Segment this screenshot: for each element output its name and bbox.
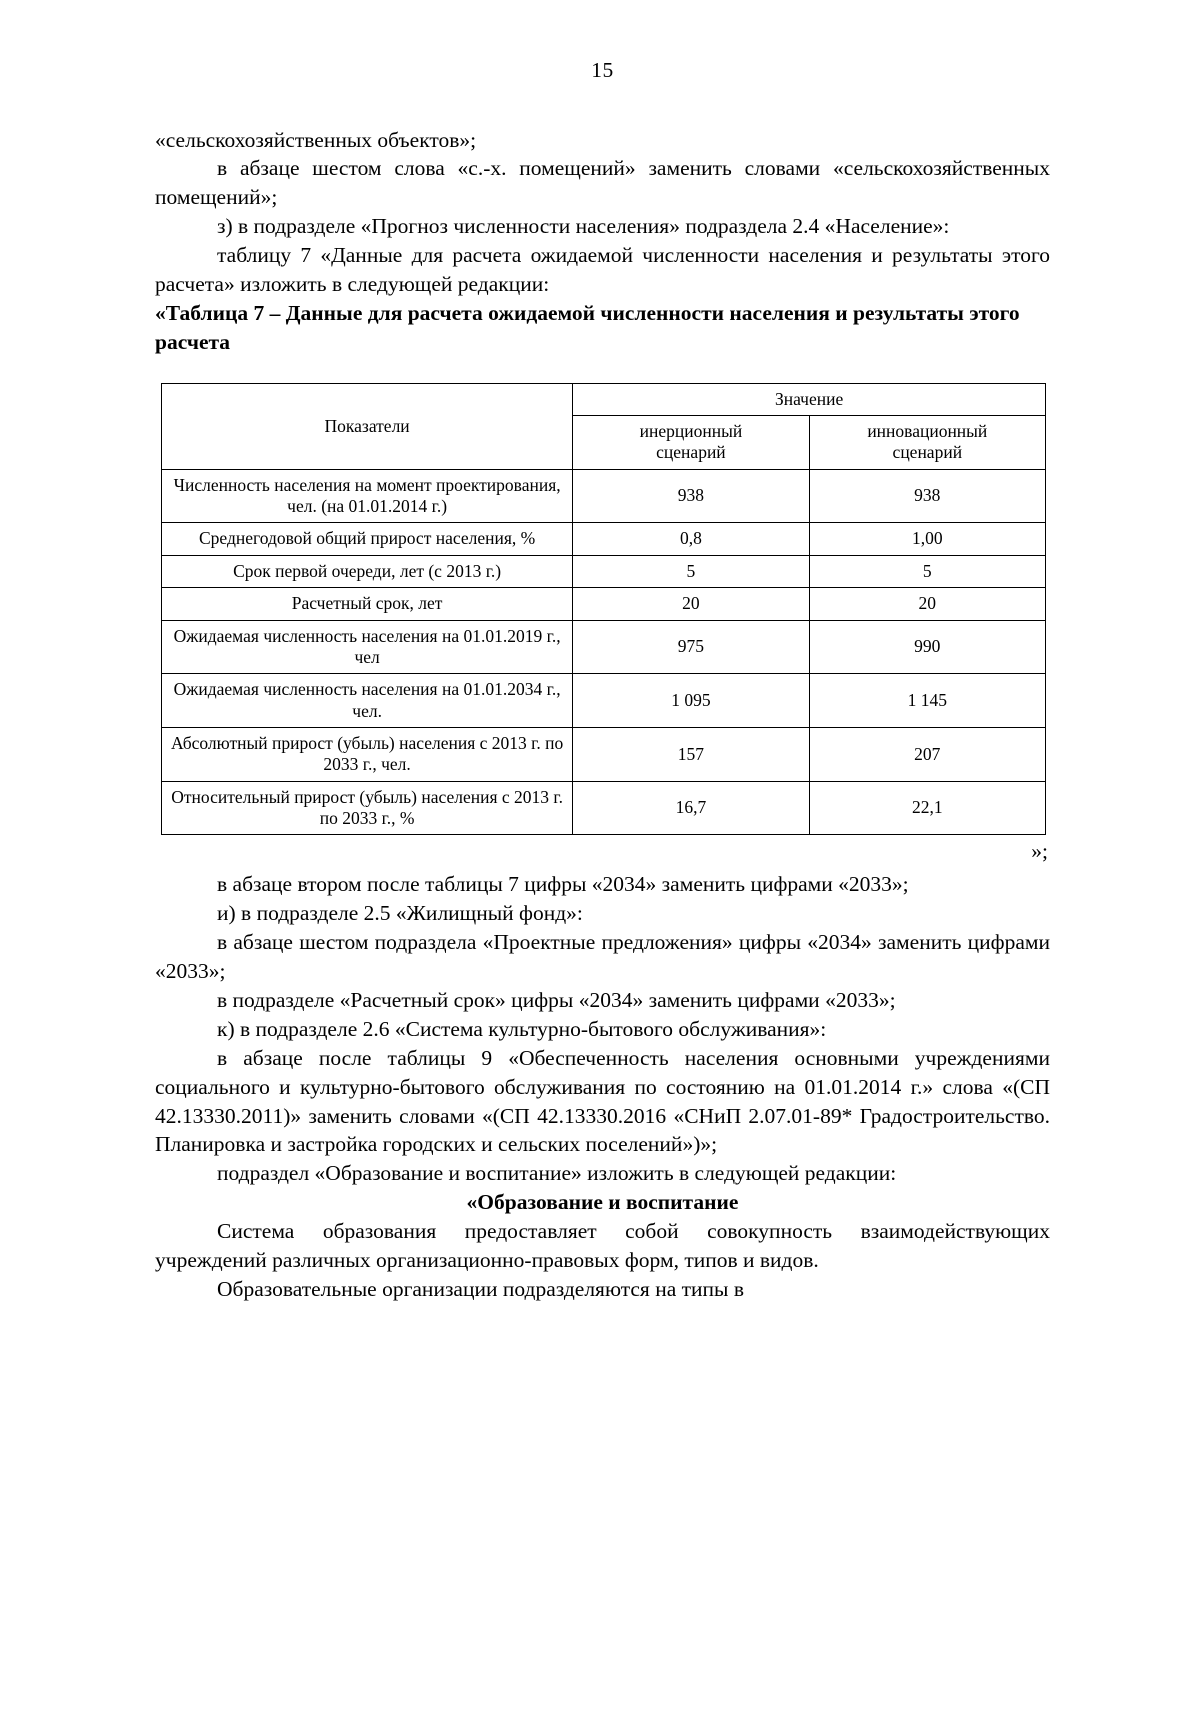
cell-inertial: 975 [572, 619, 810, 675]
section-heading-education: «Образование и воспитание [466, 1190, 739, 1215]
header-scenario-innovative: инновационный сценарий [808, 415, 1047, 470]
cell-innovative: 207 [808, 726, 1047, 782]
paragraph-after-3: в абзаце шестом подраздела «Проектные пр… [155, 930, 1050, 983]
paragraph-3: з) в подразделе «Прогноз численности нас… [217, 214, 950, 239]
header-scenario-inertial-line1: инерционный [639, 421, 743, 442]
header-scenario-inertial: инерционный сценарий [572, 415, 810, 470]
paragraph-tail-1: Система образования предоставляет собой … [155, 1219, 1050, 1273]
table-row: Расчетный срок, лет 20 20 [160, 587, 1047, 621]
header-scenario-innovative-line2: сценарий [892, 442, 963, 463]
cell-inertial: 938 [572, 468, 810, 524]
table-row: Срок первой очереди, лет (с 2013 г.) 5 5 [160, 554, 1047, 589]
header-indicator: Показатели [160, 382, 574, 470]
paragraph-4: таблицу 7 «Данные для расчета ожидаемой … [155, 243, 1050, 297]
cell-inertial: 1 095 [572, 673, 810, 728]
paragraph-tail-2: Образовательные организации подразделяют… [217, 1276, 744, 1301]
cell-innovative: 5 [808, 554, 1047, 589]
paragraph-1: «сельскохозяйственных объектов»; [155, 127, 477, 152]
cell-indicator: Абсолютный прирост (убыль) населения с 2… [160, 726, 574, 782]
table-row: Численность населения на момент проектир… [160, 468, 1047, 524]
cell-inertial: 0,8 [572, 522, 810, 556]
cell-innovative: 938 [808, 468, 1047, 524]
cell-indicator: Относительный прирост (убыль) населения … [160, 780, 574, 836]
cell-indicator: Ожидаемая численность населения на 01.01… [160, 619, 574, 675]
table-row: Среднегодовой общий прирост населения, %… [160, 522, 1047, 556]
header-value-group: Значение [572, 382, 1046, 417]
cell-indicator: Среднегодовой общий прирост населения, % [160, 522, 574, 556]
paragraph-after-4: в подразделе «Расчетный срок» цифры «203… [217, 987, 896, 1012]
population-forecast-table: Показатели Значение инерционный сценарий… [160, 382, 1047, 836]
paragraph-after-1: в абзаце втором после таблицы 7 цифры «2… [217, 872, 909, 897]
cell-inertial: 157 [572, 726, 810, 782]
table-row: Ожидаемая численность населения на 01.01… [160, 619, 1047, 675]
cell-indicator: Срок первой очереди, лет (с 2013 г.) [160, 554, 574, 589]
table-header-row-2: инерционный сценарий инновационный сцена… [162, 415, 1047, 470]
cell-innovative: 20 [808, 587, 1047, 621]
cell-indicator: Численность населения на момент проектир… [160, 468, 574, 524]
cell-inertial: 5 [572, 554, 810, 589]
header-scenario-innovative-line1: инновационный [867, 421, 988, 442]
cell-indicator: Расчетный срок, лет [160, 587, 574, 621]
table-7-container: Показатели Значение инерционный сценарий… [155, 382, 1050, 836]
table-title: «Таблица 7 – Данные для расчета ожидаемо… [155, 300, 1020, 354]
paragraph-after-6: в абзаце после таблицы 9 «Обеспеченность… [155, 1045, 1050, 1157]
paragraph-after-7: подраздел «Образование и воспитание» изл… [217, 1161, 897, 1186]
table-row: Ожидаемая численность населения на 01.01… [160, 673, 1047, 728]
table-header-row-1: Показатели Значение [160, 382, 1046, 470]
cell-innovative: 22,1 [808, 780, 1047, 836]
closing-quote-mark: »; [1031, 839, 1048, 864]
cell-innovative: 1 145 [808, 673, 1047, 728]
cell-inertial: 16,7 [572, 780, 810, 836]
cell-inertial: 20 [572, 587, 810, 621]
paragraph-after-2: и) в подразделе 2.5 «Жилищный фонд»: [217, 901, 583, 926]
cell-innovative: 990 [808, 619, 1047, 675]
paragraph-2: в абзаце шестом слова «с.-х. помещений» … [155, 156, 1050, 210]
header-scenario-inertial-line2: сценарий [656, 442, 726, 463]
table-row: Абсолютный прирост (убыль) населения с 2… [160, 726, 1047, 782]
table-body: Численность населения на момент проектир… [160, 468, 1047, 836]
paragraph-after-5: к) в подразделе 2.6 «Система культурно-б… [217, 1016, 827, 1041]
cell-innovative: 1,00 [808, 522, 1047, 556]
page-number: 15 [591, 58, 614, 82]
cell-indicator: Ожидаемая численность населения на 01.01… [160, 673, 574, 728]
table-row: Относительный прирост (убыль) населения … [160, 780, 1047, 836]
